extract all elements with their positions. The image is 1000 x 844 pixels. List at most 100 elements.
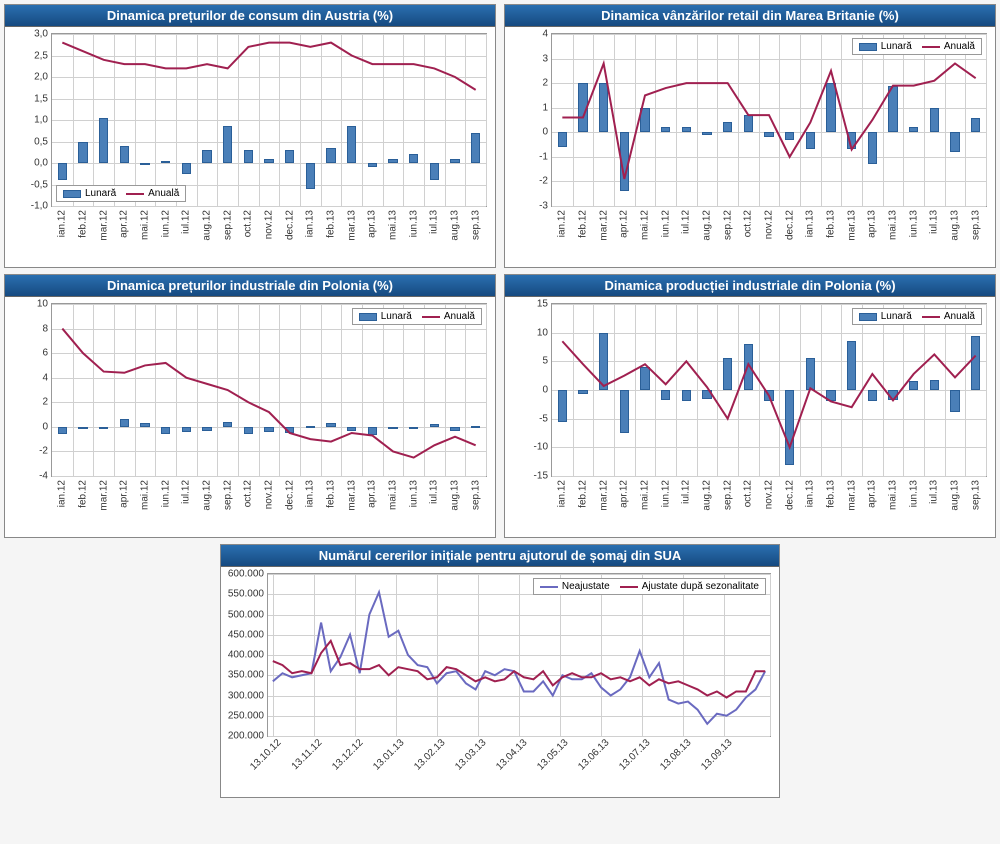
legend-bar-label: Lunară	[881, 41, 912, 52]
xtick: apr.12	[119, 210, 130, 238]
xtick: aug.12	[702, 480, 713, 511]
ytick: 450.000	[228, 629, 264, 640]
xtick: iul.13	[429, 210, 440, 234]
xtick: sep.13	[470, 480, 481, 510]
ytick: 3,0	[34, 29, 48, 40]
swatch-bar-icon	[859, 313, 877, 321]
plot-uk-retail: -3-2-101234ian.12feb.12mar.12apr.12mai.1…	[505, 27, 995, 267]
xtick: apr.12	[619, 480, 630, 508]
legend: LunarăAnuală	[852, 38, 982, 55]
ytick: 1,0	[34, 115, 48, 126]
legend-bar: Lunară	[859, 311, 912, 322]
bar	[368, 163, 377, 167]
bar	[888, 390, 897, 400]
plot-us-jobless: 200.000250.000300.000350.000400.000450.0…	[221, 567, 779, 797]
bar	[640, 108, 649, 133]
xtick: feb.13	[326, 210, 337, 238]
xtick: sep.13	[970, 480, 981, 510]
ytick: -1,0	[31, 201, 48, 212]
legend-line: Anuală	[922, 311, 975, 322]
legend-line1-label: Neajustate	[562, 581, 610, 592]
xtick: feb.12	[578, 480, 589, 508]
legend-bar: Lunară	[359, 311, 412, 322]
bar	[806, 132, 815, 149]
xtick: ian.13	[805, 210, 816, 237]
xtick: 13.06.13	[576, 737, 611, 772]
legend-bar-label: Lunară	[881, 311, 912, 322]
xtick: iun.12	[660, 210, 671, 237]
bar	[909, 127, 918, 132]
row-2: Dinamica prețurilor industriale din Polo…	[4, 274, 996, 538]
legend: LunarăAnuală	[352, 308, 482, 325]
bar	[430, 424, 439, 426]
bar	[578, 390, 587, 394]
bar	[558, 390, 567, 422]
ytick: -4	[39, 471, 48, 482]
bar	[661, 390, 670, 400]
swatch-line-icon	[126, 193, 144, 195]
bar	[640, 367, 649, 390]
xtick: dec.12	[284, 480, 295, 510]
bar	[847, 341, 856, 390]
xtick: apr.12	[619, 210, 630, 238]
xtick: iul.12	[681, 480, 692, 504]
bar	[450, 427, 459, 431]
xtick: nov.12	[264, 480, 275, 509]
bar	[558, 132, 567, 147]
bar	[306, 163, 315, 189]
ytick: 4	[542, 29, 548, 40]
xtick: apr.12	[119, 480, 130, 508]
xtick: sep.13	[970, 210, 981, 240]
title-poland-prices: Dinamica prețurilor industriale din Polo…	[5, 275, 495, 297]
xtick: 13.07.13	[617, 737, 652, 772]
xtick: iun.13	[908, 480, 919, 507]
bar	[578, 83, 587, 132]
bar	[620, 390, 629, 433]
xtick: sep.13	[470, 210, 481, 240]
xtick: iul.12	[181, 480, 192, 504]
xtick: feb.13	[326, 480, 337, 508]
bar	[599, 333, 608, 390]
ytick: 10	[537, 327, 548, 338]
bar	[806, 358, 815, 390]
bar	[450, 159, 459, 163]
ytick: 1	[542, 102, 548, 113]
dashboard: Dinamica prețurilor de consum din Austri…	[4, 4, 996, 798]
title-uk-retail: Dinamica vânzărilor retail din Marea Bri…	[505, 5, 995, 27]
swatch-line-icon	[540, 586, 558, 588]
xtick: 13.12.12	[330, 737, 365, 772]
xtick: mar.13	[346, 480, 357, 511]
legend: LunarăAnuală	[56, 185, 186, 202]
legend: Neajustate Ajustate după sezonalitate	[533, 578, 766, 595]
xtick: aug.13	[450, 480, 461, 511]
xtick: mai.12	[140, 480, 151, 510]
legend-line2: Ajustate după sezonalitate	[620, 581, 759, 592]
bar	[682, 390, 691, 401]
title-austria: Dinamica prețurilor de consum din Austri…	[5, 5, 495, 27]
bar	[368, 427, 377, 436]
bar	[58, 427, 67, 434]
xtick: ian.12	[57, 210, 68, 237]
ytick: -3	[539, 201, 548, 212]
ytick: 550.000	[228, 589, 264, 600]
xtick: aug.13	[450, 210, 461, 241]
ytick: -2	[39, 446, 48, 457]
bar	[223, 126, 232, 163]
bar	[971, 336, 980, 390]
bar	[58, 163, 67, 180]
ytick: 200.000	[228, 731, 264, 742]
legend-bar: Lunară	[859, 41, 912, 52]
xtick: oct.12	[743, 210, 754, 237]
bar	[161, 427, 170, 434]
bar	[223, 422, 232, 427]
legend-line2-label: Ajustate după sezonalitate	[642, 581, 759, 592]
xtick: iul.13	[929, 480, 940, 504]
xtick: apr.13	[367, 480, 378, 508]
xtick: feb.12	[78, 210, 89, 238]
ytick: 0,5	[34, 136, 48, 147]
ytick: 300.000	[228, 690, 264, 701]
line-series	[62, 43, 475, 90]
bar	[661, 127, 670, 132]
xtick: 13.05.13	[535, 737, 570, 772]
legend-line: Anuală	[126, 188, 179, 199]
